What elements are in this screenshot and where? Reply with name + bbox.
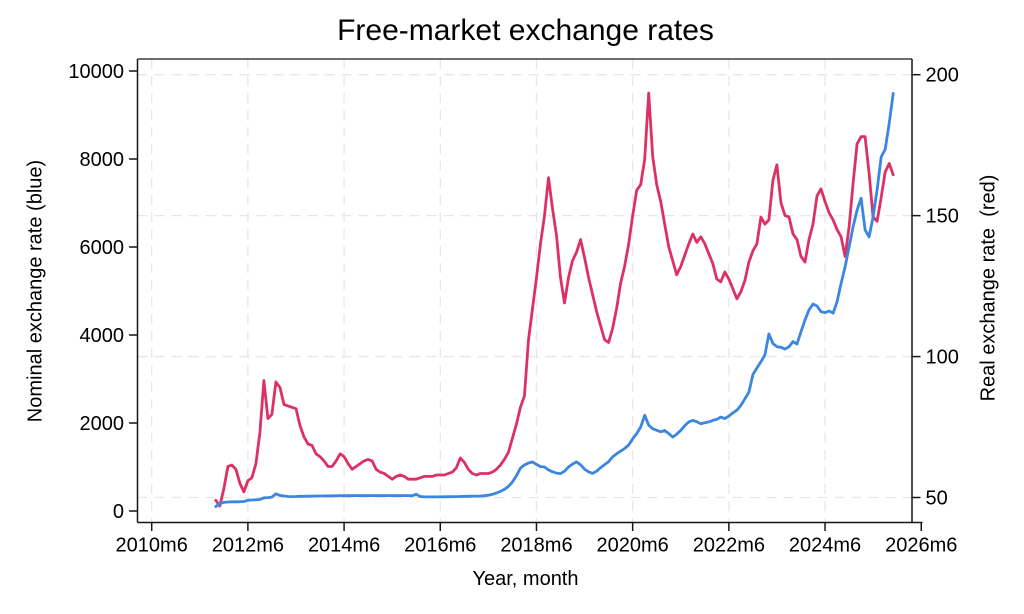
svg-text:8000: 8000 (80, 149, 125, 171)
left-axis-title: Nominal exchange rate (blue) (24, 159, 47, 423)
svg-text:2010m6: 2010m6 (116, 535, 188, 557)
svg-text:10000: 10000 (68, 61, 124, 83)
svg-text:50: 50 (926, 488, 948, 510)
svg-text:2000: 2000 (80, 413, 125, 435)
svg-text:0: 0 (113, 501, 124, 523)
svg-text:100: 100 (926, 347, 959, 369)
svg-text:2022m6: 2022m6 (693, 535, 765, 557)
series-line-real (214, 91, 895, 508)
svg-text:6000: 6000 (80, 237, 125, 259)
right-axis-title: Real exchange rate (red) (977, 174, 1000, 402)
svg-text:150: 150 (926, 206, 959, 228)
svg-text:2020m6: 2020m6 (597, 535, 669, 557)
svg-text:200: 200 (926, 65, 959, 87)
svg-text:2016m6: 2016m6 (404, 535, 476, 557)
series-line-nominal (214, 92, 895, 509)
chart-title: Free-market exchange rates (337, 14, 714, 47)
svg-text:4000: 4000 (80, 325, 125, 347)
x-axis-title: Year, month (472, 568, 579, 590)
svg-text:2014m6: 2014m6 (308, 535, 380, 557)
svg-text:2024m6: 2024m6 (789, 535, 861, 557)
svg-text:2012m6: 2012m6 (212, 535, 284, 557)
svg-text:2026m6: 2026m6 (885, 535, 957, 557)
svg-text:2018m6: 2018m6 (500, 535, 572, 557)
